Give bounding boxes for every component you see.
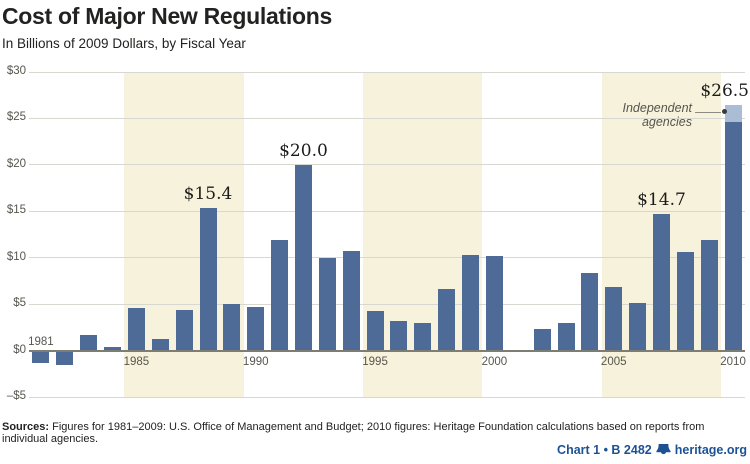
bar-1981 (32, 351, 50, 363)
x-axis-tick-label-1990: 1990 (242, 355, 269, 368)
sources-text: Figures for 1981–2009: U.S. Office of Ma… (2, 421, 705, 445)
annotation-independent-agencies: Independent agencies (622, 101, 692, 129)
gridline-5 (29, 303, 745, 305)
bar-1988 (199, 207, 217, 351)
y-axis-tick-label: $20 (6, 157, 26, 170)
bar-2003 (557, 322, 575, 351)
bar-2010 (724, 122, 742, 351)
bar-1994 (342, 251, 360, 351)
gridline-10 (29, 257, 745, 259)
x-axis-tick-label-2005: 2005 (600, 355, 627, 368)
bar-1992 (294, 164, 312, 351)
bar-2008 (676, 252, 694, 351)
y-axis-tick-label: $10 (6, 250, 26, 263)
bar-1984 (104, 346, 122, 351)
chart-title: Cost of Major New Regulations (2, 3, 332, 29)
bar-2006 (629, 303, 647, 351)
gridline-20 (29, 164, 745, 166)
credit-line: Chart 1 • B 2482 heritage.org (557, 443, 747, 457)
heritage-url: heritage.org (674, 443, 747, 457)
sources-note: Sources: Figures for 1981–2009: U.S. Off… (2, 421, 748, 445)
value-callout-1992: $20.0 (279, 140, 328, 161)
bar-1996 (390, 320, 408, 351)
bar-2007 (652, 214, 670, 351)
bar-1987 (175, 309, 193, 351)
gridline-25 (29, 117, 745, 119)
y-axis-tick-label: $0 (13, 343, 26, 356)
value-callout-1988: $15.4 (183, 183, 233, 204)
bar-2009 (700, 240, 718, 351)
bar-2005 (605, 286, 623, 351)
bar-2002 (533, 329, 551, 351)
y-axis-tick-label: $30 (6, 65, 26, 77)
sources-label: Sources: (2, 421, 50, 433)
y-axis-tick-label: $25 (6, 111, 26, 124)
annotation-line2: agencies (641, 115, 692, 129)
bar-1993 (318, 257, 336, 351)
annotation-line1: Independent (622, 101, 692, 115)
gridline-15 (29, 210, 745, 212)
y-axis-tick-label: $15 (6, 204, 26, 217)
x-axis-tick-label-2000: 2000 (481, 355, 508, 368)
bar-1990 (247, 306, 265, 351)
gridline--5 (29, 396, 745, 398)
chart-number: Chart 1 • B 2482 (557, 443, 652, 457)
bar-1985 (127, 307, 145, 351)
bar-1986 (151, 339, 169, 351)
bar-2010-independent-agencies (724, 104, 742, 123)
bar-1982 (56, 351, 74, 366)
bar-1998 (438, 289, 456, 351)
gridline-30 (29, 71, 745, 73)
x-axis-tick-label-1981: 1981 (28, 335, 54, 348)
x-axis-line (29, 350, 745, 353)
bar-1983 (80, 334, 98, 351)
bar-1999 (462, 254, 480, 351)
annotation-dot (722, 109, 727, 114)
x-axis-tick-label-1995: 1995 (362, 355, 388, 368)
chart-subtitle: In Billions of 2009 Dollars, by Fiscal Y… (2, 36, 246, 51)
bar-2000 (485, 255, 503, 351)
value-callout-2010: $26.5 (700, 80, 749, 101)
bar-1989 (223, 304, 241, 351)
bar-2004 (581, 272, 599, 351)
heritage-bell-icon (656, 443, 671, 457)
x-axis-tick-label-2010: 2010 (720, 355, 746, 368)
y-axis-tick-label: $5 (13, 297, 26, 310)
bar-1991 (271, 240, 289, 351)
value-callout-2007: $14.7 (637, 190, 686, 211)
x-axis-tick-label-1985: 1985 (123, 355, 150, 368)
bar-1995 (366, 310, 384, 351)
y-axis-tick-label: –$5 (6, 390, 26, 402)
bar-1997 (414, 322, 432, 351)
annotation-connector-line (695, 112, 721, 113)
